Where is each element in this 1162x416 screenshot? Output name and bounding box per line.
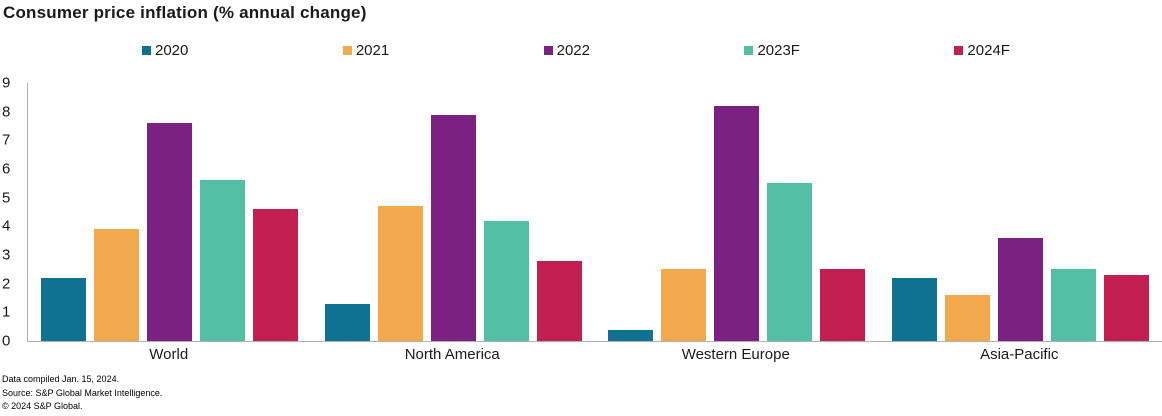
bar-2021-north-america: [377, 206, 423, 341]
legend-item-2023F: 2023F: [744, 42, 800, 59]
y-tick-label: 6: [2, 160, 11, 178]
legend-label: 2022: [556, 42, 590, 59]
x-axis-label: Western Europe: [681, 346, 790, 363]
bar-2020-north-america: [324, 303, 370, 341]
bar-2024F-world: [253, 209, 299, 341]
y-tick-label: 4: [2, 217, 11, 235]
bar-2022-western-europe: [714, 105, 760, 341]
bar-group-north-america: [312, 83, 596, 341]
legend-label: 2023F: [757, 42, 800, 59]
chart-footnotes: Data compiled Jan. 15, 2024. Source: S&P…: [2, 373, 162, 414]
y-axis: 0 1 2 3 4 5 6 7 8 9: [0, 75, 20, 350]
y-tick-label: 2: [2, 275, 11, 293]
legend-swatch-icon: [142, 46, 151, 55]
bar-2020-asia-pacific: [891, 277, 937, 341]
x-axis-labels: World North America Western Europe Asia-Pac…: [27, 346, 1161, 363]
bar-2024F-asia-pacific: [1103, 275, 1149, 341]
bar-2021-western-europe: [661, 269, 707, 341]
legend-swatch-icon: [342, 46, 352, 55]
y-tick-label: 1: [2, 303, 11, 321]
y-tick-label: 5: [2, 189, 11, 207]
bar-2023F-north-america: [483, 220, 529, 341]
legend-item-2024F: 2024F: [954, 42, 1010, 59]
y-tick-label: 8: [2, 103, 11, 121]
legend-swatch-icon: [543, 46, 553, 55]
bar-2024F-western-europe: [820, 269, 866, 341]
bar-group-western-europe: [595, 83, 879, 341]
legend-item-2020: 2020: [142, 42, 188, 59]
legend-swatch-icon: [744, 46, 754, 55]
bar-2022-north-america: [430, 114, 476, 341]
chart-area: 0 1 2 3 4 5 6 7 8 9 World North America Western Eur…: [0, 75, 1162, 383]
bar-2023F-asia-pacific: [1050, 269, 1096, 341]
legend-item-2022: 2022: [543, 42, 590, 59]
legend-swatch-icon: [954, 46, 964, 55]
bar-2020-western-europe: [608, 329, 654, 341]
bar-2023F-world: [200, 180, 246, 341]
y-tick-label: 3: [2, 246, 11, 264]
bar-2021-world: [94, 229, 140, 341]
legend-label: 2024F: [967, 42, 1010, 59]
chart-title: Consumer price inflation (% annual chang…: [3, 3, 367, 22]
bar-2021-asia-pacific: [944, 295, 990, 341]
footnote-copyright: © 2024 S&P Global.: [2, 401, 83, 411]
y-tick-label: 9: [2, 74, 11, 92]
footnote-data-compiled: Data compiled Jan. 15, 2024.: [2, 374, 120, 384]
bar-2024F-north-america: [536, 260, 582, 341]
y-tick-label: 0: [2, 332, 11, 350]
bar-2022-world: [147, 123, 193, 341]
bar-2023F-western-europe: [767, 183, 813, 341]
footnote-source: Source: S&P Global Market Intelligence.: [2, 387, 163, 398]
x-axis-label: North America: [404, 346, 500, 363]
bar-group-asia-pacific: [879, 83, 1162, 341]
legend-item-2021: 2021: [342, 42, 390, 59]
bar-2022-asia-pacific: [997, 237, 1043, 341]
chart-legend: 2020 2021 2022 2023F 2024F: [142, 42, 1010, 59]
bar-2020-world: [41, 277, 87, 341]
plot-area: [27, 83, 1162, 342]
y-tick-label: 7: [2, 131, 11, 149]
legend-label: 2021: [355, 42, 390, 59]
x-axis-label: World: [149, 346, 189, 363]
x-axis-label: Asia-Pacific: [980, 346, 1059, 363]
legend-label: 2020: [155, 42, 189, 59]
bar-group-world: [28, 83, 312, 341]
